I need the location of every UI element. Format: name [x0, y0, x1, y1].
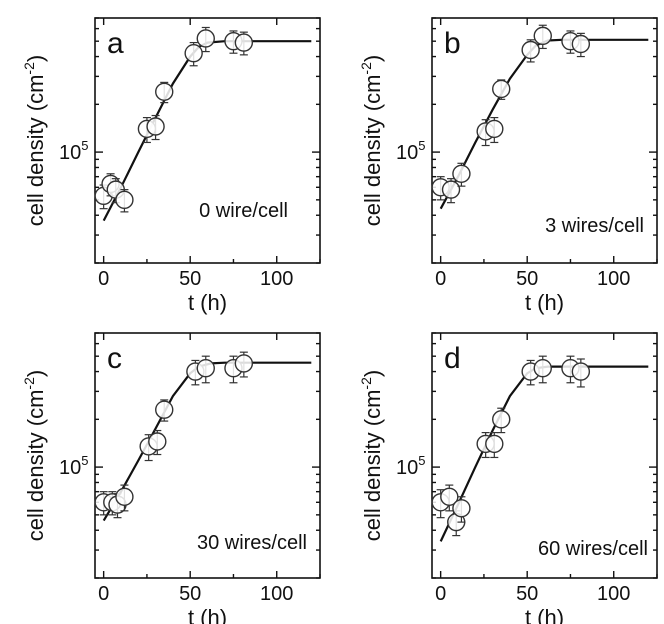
- y-tick-label: 105: [396, 453, 425, 479]
- panel-letter: d: [444, 342, 461, 375]
- plot-frame: [94, 17, 321, 264]
- y-axis-label-close: ): [360, 370, 385, 377]
- y-axis-label: cell density (cm-2): [358, 55, 385, 226]
- x-tick-label: 0: [435, 583, 446, 605]
- y-tick-base: 10: [396, 457, 418, 479]
- panel-letter: b: [444, 27, 461, 60]
- y-axis-label: cell density (cm-2): [21, 55, 48, 226]
- plot-frame: [94, 332, 321, 579]
- x-axis-label: t (h): [525, 605, 564, 624]
- data-point: [533, 26, 552, 46]
- data-point: [521, 40, 540, 60]
- data-point: [115, 487, 134, 506]
- y-axis-label-close: ): [360, 55, 385, 62]
- annotation-label: 3 wires/cell: [545, 215, 644, 237]
- data-point: [148, 432, 167, 451]
- x-axis-label: t (h): [188, 290, 227, 315]
- y-axis-label-main: cell density (cm: [23, 390, 48, 542]
- y-tick-base: 10: [59, 142, 81, 164]
- y-axis-label: cell density (cm-2): [358, 370, 385, 541]
- data-point: [155, 82, 174, 101]
- y-tick-exp: 5: [81, 453, 88, 468]
- data-point: [234, 33, 254, 52]
- data-point: [146, 117, 165, 136]
- annotation-label: 30 wires/cell: [197, 532, 307, 554]
- fit-curve: [102, 361, 312, 522]
- x-tick-label: 100: [597, 583, 630, 605]
- annotation-label: 60 wires/cell: [538, 538, 648, 560]
- chart-panel-b: 0 50 100 105 b 3 wires/cell t (h) cell density …: [358, 17, 658, 315]
- x-axis-label: t (h): [525, 290, 564, 315]
- y-axis-label-exp: -2: [21, 377, 37, 390]
- data-point: [571, 34, 591, 54]
- x-tick-label: 50: [179, 268, 201, 290]
- data-point: [155, 400, 174, 419]
- data-point: [441, 180, 461, 199]
- y-tick-base: 10: [396, 142, 418, 164]
- data-point: [196, 359, 215, 378]
- y-tick-label: 105: [59, 138, 88, 164]
- x-tick-label: 100: [260, 268, 293, 290]
- data-point: [196, 29, 215, 48]
- data-point: [184, 44, 203, 63]
- y-axis-label: cell density (cm-2): [21, 370, 48, 541]
- y-axis-label-exp: -2: [21, 62, 37, 75]
- panel-letter: a: [107, 27, 124, 60]
- data-point: [452, 499, 471, 518]
- y-axis-label-close: ): [23, 55, 48, 62]
- fit-curve: [439, 365, 649, 542]
- y-tick-label: 105: [59, 453, 88, 479]
- y-tick-exp: 5: [418, 453, 425, 468]
- data-point: [485, 434, 504, 454]
- x-tick-label: 50: [516, 583, 538, 605]
- panel-letter: c: [107, 342, 122, 375]
- data-point: [571, 362, 591, 381]
- y-axis-label-exp: -2: [358, 377, 374, 390]
- chart-panel-c: 0 50 100 105 c 30 wires/cell t (h) cell density…: [21, 332, 321, 624]
- data-point: [485, 119, 504, 139]
- x-tick-label: 0: [435, 268, 446, 290]
- y-axis-label-main: cell density (cm: [360, 390, 385, 542]
- data-point: [533, 359, 552, 378]
- x-tick-label: 0: [98, 268, 109, 290]
- plot-frame: [431, 17, 658, 264]
- fit-curve: [102, 40, 312, 222]
- y-tick-base: 10: [59, 457, 81, 479]
- x-tick-label: 50: [516, 268, 538, 290]
- x-axis-label: t (h): [188, 605, 227, 624]
- data-point: [492, 79, 511, 99]
- x-tick-label: 100: [597, 268, 630, 290]
- chart-panel-a: 0 50 100 105 a 0 wire/cell t (h) cell density (…: [21, 17, 321, 315]
- y-tick-exp: 5: [418, 138, 425, 153]
- y-axis-label-close: ): [23, 370, 48, 377]
- y-tick-exp: 5: [81, 138, 88, 153]
- chart-panel-d: 0 50 100 105 d 60 wires/cell t (h) cell density…: [358, 332, 658, 624]
- annotation-label: 0 wire/cell: [199, 200, 288, 222]
- y-axis-label-main: cell density (cm: [23, 75, 48, 227]
- fit-curve: [439, 38, 649, 210]
- y-axis-label-main: cell density (cm: [360, 75, 385, 227]
- x-tick-label: 100: [260, 583, 293, 605]
- data-point: [452, 164, 471, 183]
- x-tick-label: 0: [98, 583, 109, 605]
- plot-frame: [431, 332, 658, 579]
- x-tick-label: 50: [179, 583, 201, 605]
- y-tick-label: 105: [396, 138, 425, 164]
- y-axis-label-exp: -2: [358, 62, 374, 75]
- data-point: [115, 190, 134, 210]
- data-point: [492, 410, 511, 429]
- data-point: [234, 354, 254, 373]
